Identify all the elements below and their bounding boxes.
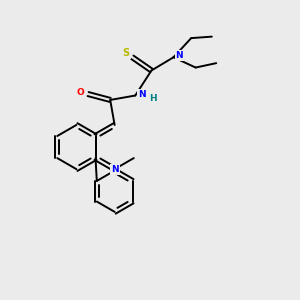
Text: H: H xyxy=(149,94,157,103)
Text: N: N xyxy=(138,90,146,99)
Text: O: O xyxy=(77,88,85,97)
Text: N: N xyxy=(176,51,183,60)
Text: S: S xyxy=(122,48,129,58)
Text: N: N xyxy=(111,165,119,174)
